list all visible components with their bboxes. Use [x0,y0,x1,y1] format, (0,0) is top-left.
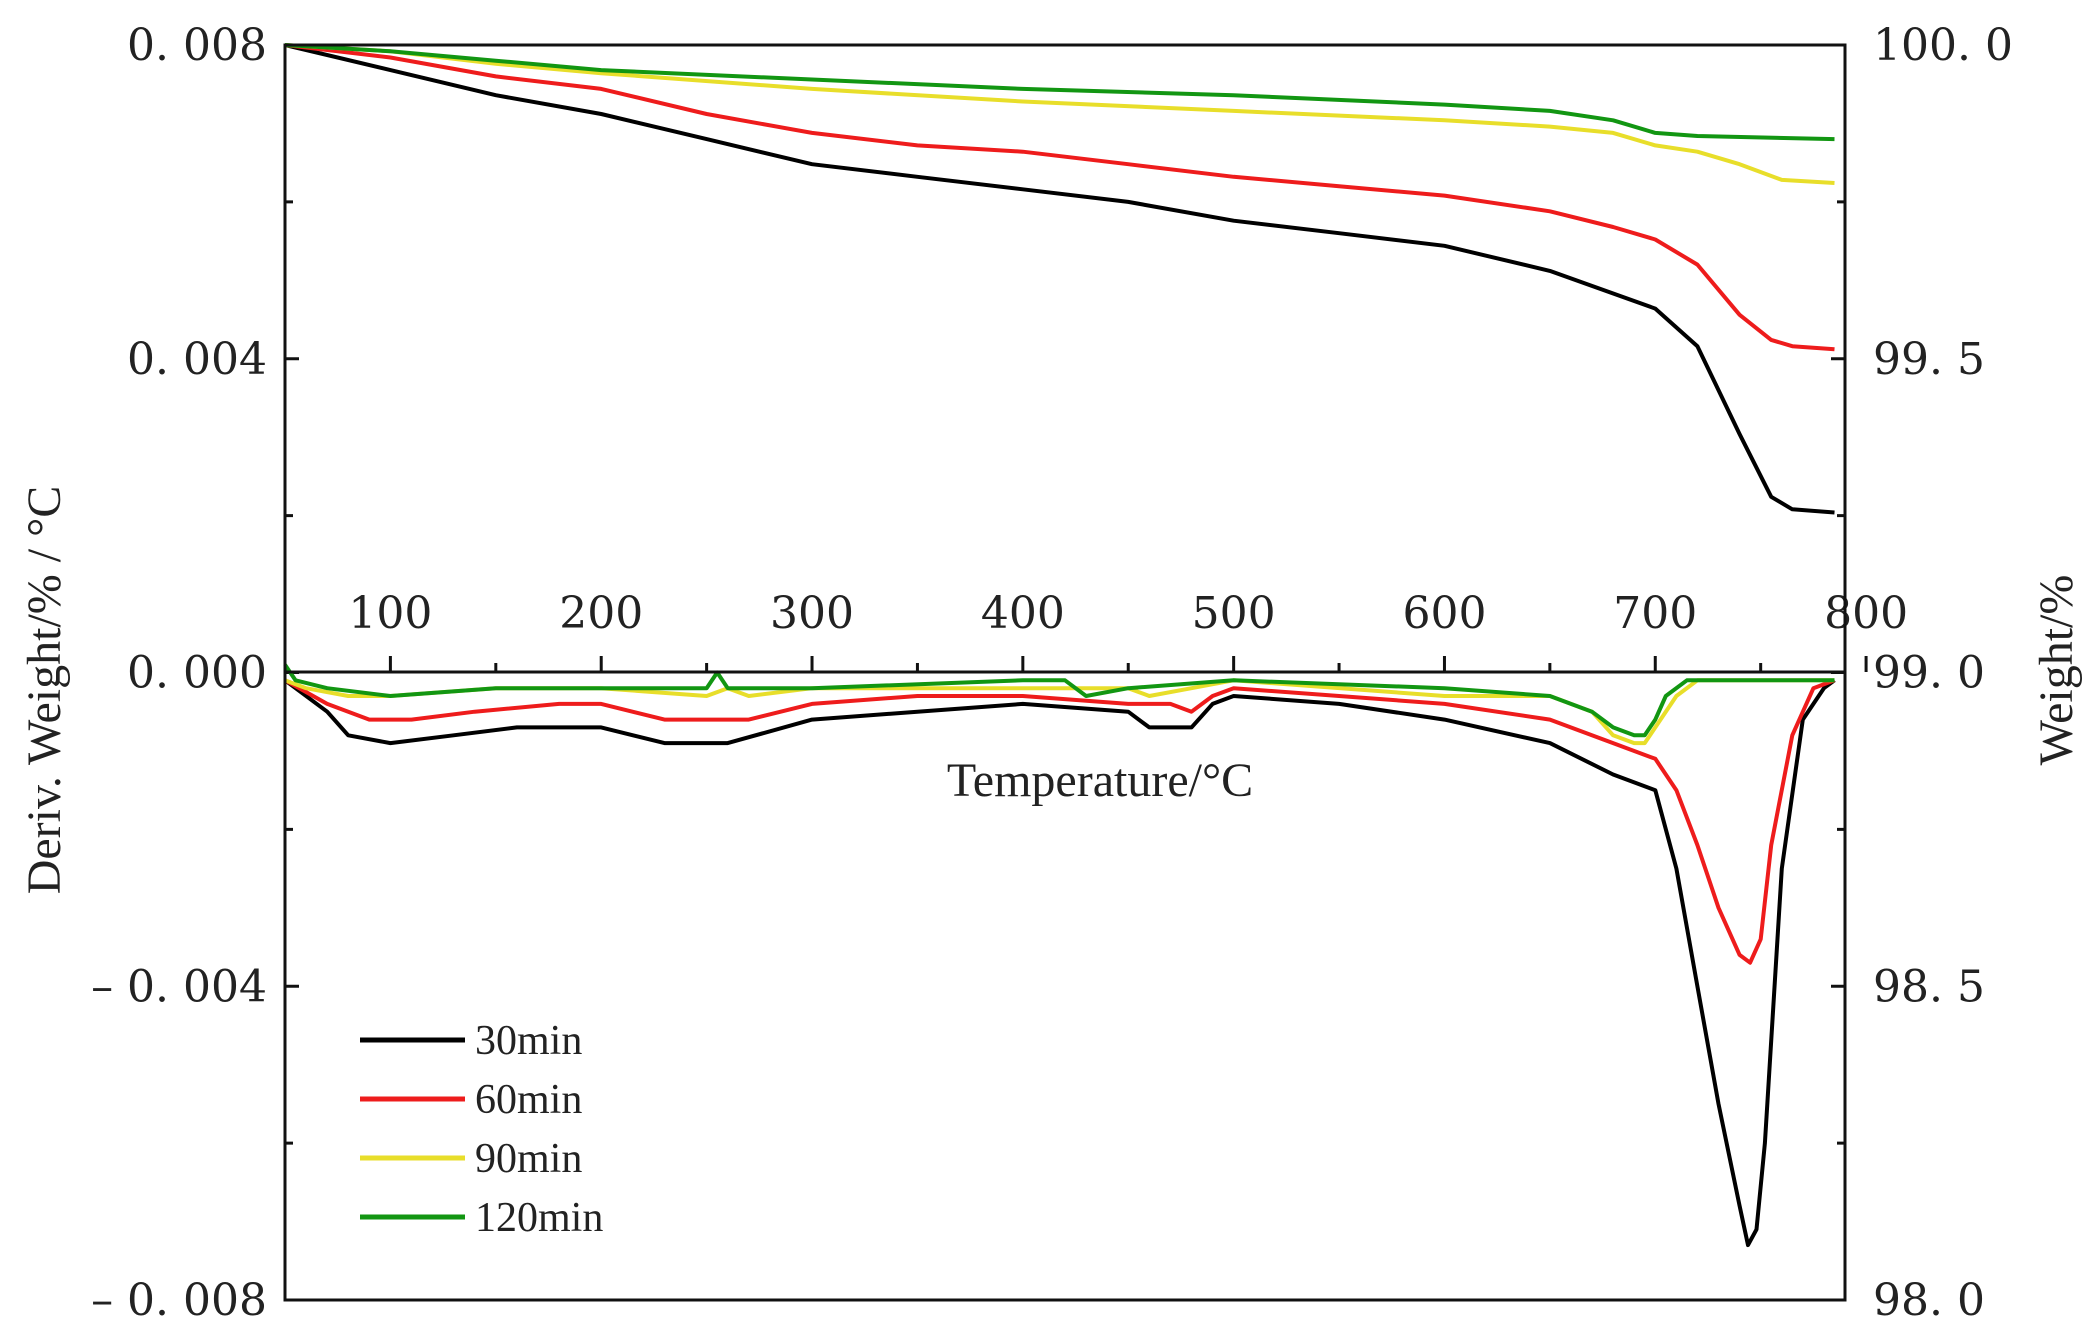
right-tick-label: 99. 5 [1873,334,1985,385]
left-tick-label: – 0. 004 [91,961,267,1012]
left-tick-label: 0. 004 [127,334,267,385]
legend: 30min 60min 90min 120min [360,1018,603,1241]
weight-line-30min [284,43,1835,515]
right-tick-label: 99. 0 [1873,648,1985,699]
weight-line-120min [284,43,1835,142]
left-tick-label: 0. 008 [127,20,267,71]
x-tick-label: 300 [770,588,854,639]
x-tick-label: 500 [1192,588,1276,639]
right-tick-label: 100. 0 [1873,20,2013,71]
deriv-line-120min [283,663,1835,738]
right-tick-label: 98. 0 [1873,1275,1985,1326]
x-tick-label: 800 [1824,588,1908,639]
left-tick-label: 0. 000 [127,648,267,699]
x-axis-title: Temperature/°C [947,754,1253,807]
legend-label-90min: 90min [475,1136,582,1182]
weight-line-60min [284,43,1835,352]
x-tick-label: 600 [1402,588,1486,639]
legend-label-60min: 60min [475,1077,582,1123]
weight-line-90min [284,43,1835,185]
deriv-line-60min [284,678,1836,965]
legend-label-120min: 120min [475,1195,603,1241]
right-axis-title: Weight/% [2030,575,2083,766]
legend-label-30min: 30min [475,1018,582,1064]
deriv-line-30min [283,678,1836,1248]
x-tick-label: 400 [981,588,1065,639]
series-lines [283,43,1836,1248]
right-axis-ticks: 100. 0 99. 5 99. 0 98. 5 98. 0 [1831,20,2013,1326]
left-axis-title: Deriv. Weight/% / °C [18,486,71,895]
left-axis-ticks: 0. 008 0. 004 0. 000 – 0. 004 – 0. 008 [91,20,299,1326]
left-tick-label: – 0. 008 [91,1275,267,1326]
x-tick-label: 200 [559,588,643,639]
x-axis-ticks: 100 200 300 400 500 600 700 800 [348,588,1908,672]
right-tick-label: 98. 5 [1873,961,1985,1012]
x-tick-label: 100 [348,588,432,639]
x-tick-label: 700 [1613,588,1697,639]
